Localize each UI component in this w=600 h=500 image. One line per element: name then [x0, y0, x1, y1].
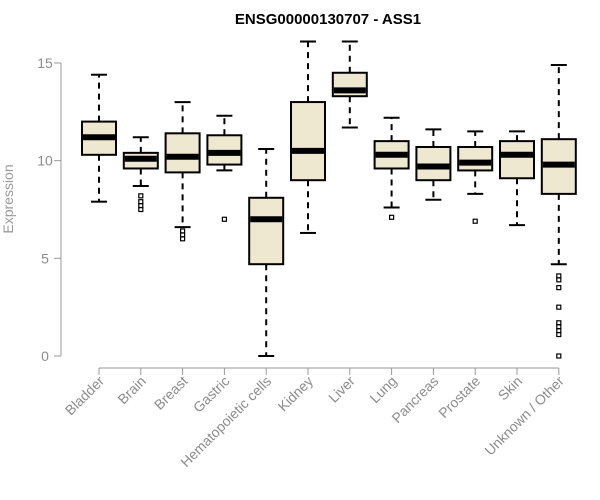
chart-title: ENSG00000130707 - ASS1 — [235, 11, 421, 28]
outlier-point — [138, 193, 144, 199]
box-iqr — [164, 132, 201, 174]
box-group — [457, 130, 494, 224]
boxes-layer — [81, 40, 577, 359]
y-tick-label: 5 — [41, 250, 49, 266]
outlier-point — [472, 218, 478, 224]
box-group — [373, 116, 410, 220]
outlier-point — [556, 285, 562, 291]
outlier-point — [556, 353, 562, 359]
outlier-point — [556, 273, 562, 279]
box-group — [331, 40, 368, 129]
x-tick-label: Lung — [366, 373, 399, 406]
x-tick-label: Breast — [151, 373, 191, 413]
box-group — [164, 101, 201, 242]
x-tick-label: Liver — [325, 373, 358, 406]
y-axis: 0 5 10 15 — [37, 55, 62, 364]
y-tick-label: 15 — [37, 55, 53, 71]
y-tick-label: 0 — [41, 348, 49, 364]
box-group — [540, 63, 577, 359]
box-iqr — [290, 101, 326, 182]
outlier-point — [221, 216, 227, 222]
outlier-point — [138, 199, 144, 205]
box-group — [122, 136, 159, 213]
x-tick-label: Skin — [495, 373, 526, 404]
y-tick-label: 10 — [37, 153, 53, 169]
x-tick-label: Bladder — [62, 373, 108, 419]
outlier-point — [556, 304, 562, 310]
x-tick-label: Prostate — [435, 373, 483, 421]
outlier-point — [180, 228, 186, 234]
x-tick-label: Brain — [114, 373, 148, 407]
box-group — [499, 130, 535, 227]
box-iqr — [248, 196, 285, 266]
box-group — [248, 147, 285, 357]
x-tick-label: Unknown / Other — [481, 373, 567, 459]
box-group — [206, 114, 243, 222]
outlier-point — [389, 214, 395, 220]
outlier-point — [556, 320, 562, 326]
box-iqr — [457, 145, 494, 172]
box-iqr — [499, 140, 535, 180]
y-axis-label: Expression — [0, 164, 16, 233]
box-group — [81, 73, 117, 203]
box-group — [415, 128, 452, 201]
box-group — [290, 40, 326, 234]
x-tick-label: Kidney — [275, 373, 317, 415]
